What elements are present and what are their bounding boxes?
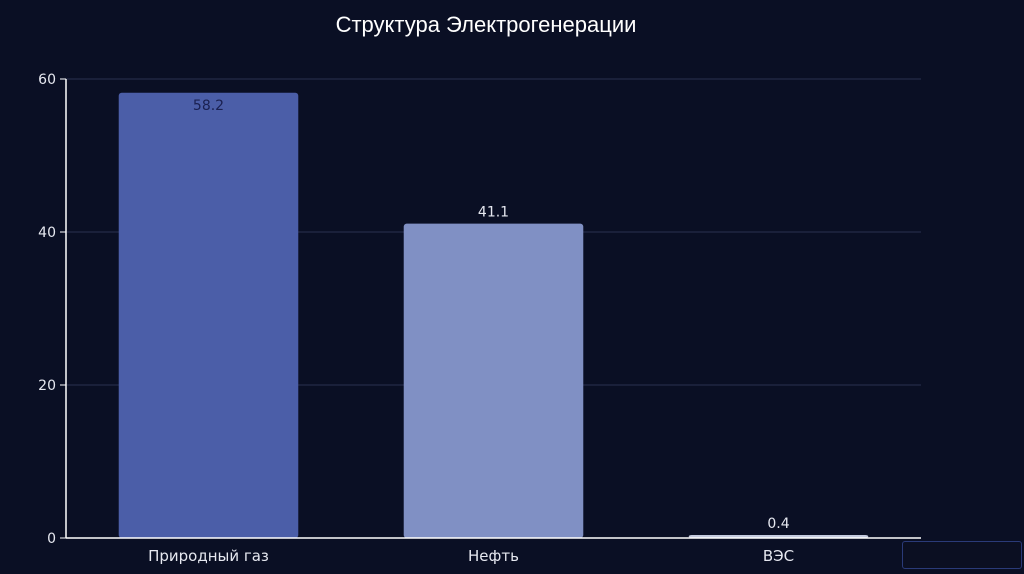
chart-title: Структура Электрогенерации xyxy=(335,12,637,37)
data-label: 0.4 xyxy=(767,516,789,532)
x-category-label: ВЭС xyxy=(763,547,794,565)
bar-2[interactable] xyxy=(403,223,584,538)
y-tick-label: 60 xyxy=(38,72,56,88)
data-label: 58.2 xyxy=(193,98,224,114)
y-tick-label: 40 xyxy=(38,225,56,241)
corner-box[interactable] xyxy=(902,541,1022,569)
y-tick-label: 20 xyxy=(38,378,56,394)
y-tick-label: 0 xyxy=(47,531,56,547)
bar-3[interactable] xyxy=(688,534,869,538)
x-category-label: Нефть xyxy=(468,547,519,565)
x-category-label: Природный газ xyxy=(148,547,269,565)
data-label: 41.1 xyxy=(478,205,509,221)
bar-1[interactable] xyxy=(118,92,299,539)
